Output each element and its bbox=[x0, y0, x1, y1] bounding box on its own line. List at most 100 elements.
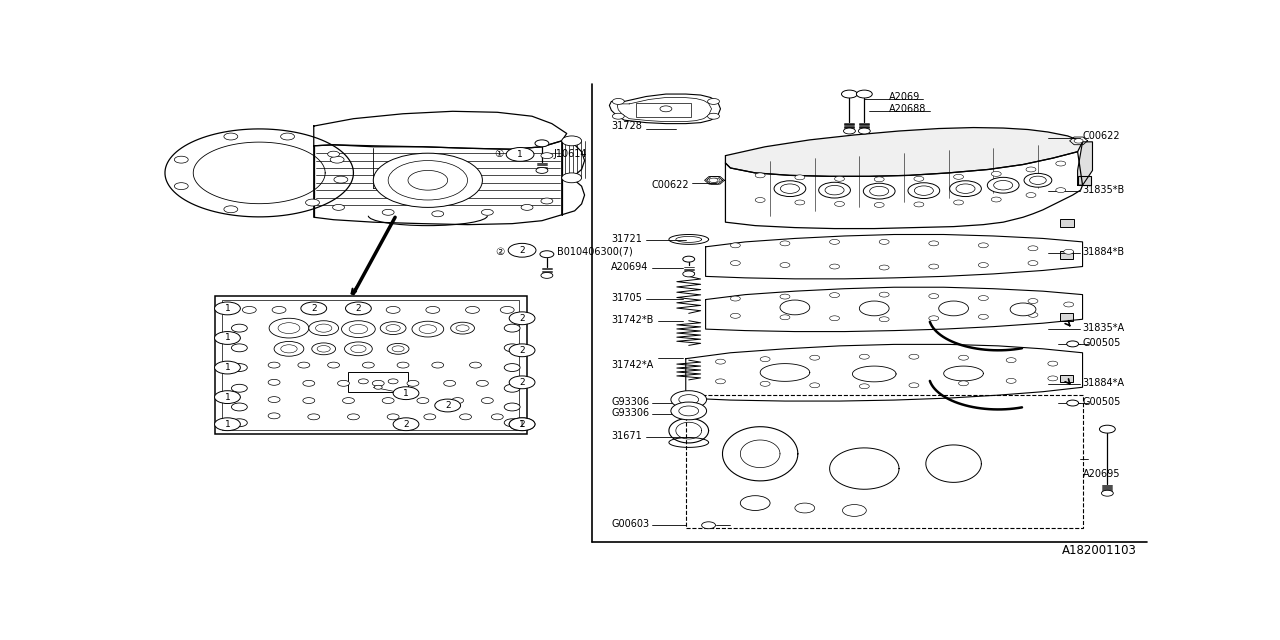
Circle shape bbox=[914, 186, 933, 195]
Circle shape bbox=[842, 504, 867, 516]
Circle shape bbox=[224, 206, 238, 212]
Text: 31884*A: 31884*A bbox=[1083, 378, 1125, 388]
Circle shape bbox=[307, 414, 320, 420]
Bar bbox=[686, 395, 1083, 528]
Circle shape bbox=[826, 186, 844, 195]
Circle shape bbox=[612, 99, 625, 104]
Circle shape bbox=[500, 307, 515, 314]
Circle shape bbox=[344, 342, 372, 356]
Text: 1: 1 bbox=[224, 392, 230, 402]
Text: A20694: A20694 bbox=[612, 262, 649, 271]
Text: 1: 1 bbox=[517, 150, 524, 159]
Circle shape bbox=[678, 406, 699, 416]
Circle shape bbox=[1048, 361, 1057, 366]
Circle shape bbox=[1066, 400, 1079, 406]
Circle shape bbox=[978, 262, 988, 268]
Text: 31835*B: 31835*B bbox=[1083, 185, 1125, 195]
Circle shape bbox=[780, 262, 790, 268]
Polygon shape bbox=[1078, 142, 1093, 185]
Text: G00505: G00505 bbox=[1083, 338, 1121, 348]
Circle shape bbox=[993, 180, 1012, 190]
Circle shape bbox=[242, 307, 256, 314]
Text: A20688: A20688 bbox=[890, 104, 927, 114]
Circle shape bbox=[1010, 303, 1036, 316]
Circle shape bbox=[541, 153, 553, 159]
Text: 2: 2 bbox=[311, 304, 316, 313]
Circle shape bbox=[444, 380, 456, 387]
Text: 1: 1 bbox=[403, 388, 408, 397]
Circle shape bbox=[1064, 302, 1074, 307]
Text: 2: 2 bbox=[445, 401, 451, 410]
Circle shape bbox=[954, 174, 964, 179]
Circle shape bbox=[731, 314, 740, 318]
Circle shape bbox=[334, 176, 348, 183]
Circle shape bbox=[232, 419, 247, 427]
Circle shape bbox=[426, 307, 440, 314]
Circle shape bbox=[1056, 188, 1066, 193]
Circle shape bbox=[330, 156, 344, 163]
Polygon shape bbox=[726, 127, 1083, 177]
Circle shape bbox=[509, 312, 535, 324]
Circle shape bbox=[460, 414, 471, 420]
Circle shape bbox=[504, 384, 520, 392]
Circle shape bbox=[392, 346, 404, 352]
Circle shape bbox=[174, 182, 188, 189]
Circle shape bbox=[312, 343, 335, 355]
Text: 2: 2 bbox=[520, 246, 525, 255]
Circle shape bbox=[844, 128, 855, 134]
Circle shape bbox=[308, 321, 338, 335]
Circle shape bbox=[535, 140, 549, 147]
Circle shape bbox=[678, 395, 699, 404]
Bar bbox=[1060, 376, 1073, 382]
Circle shape bbox=[709, 178, 718, 182]
Circle shape bbox=[452, 397, 463, 404]
Circle shape bbox=[232, 364, 247, 371]
Circle shape bbox=[351, 345, 366, 353]
Text: 31835*A: 31835*A bbox=[1083, 323, 1125, 333]
Circle shape bbox=[1100, 425, 1115, 433]
Circle shape bbox=[306, 199, 320, 206]
Circle shape bbox=[346, 302, 371, 315]
Circle shape bbox=[956, 184, 975, 193]
Circle shape bbox=[1028, 298, 1038, 303]
Circle shape bbox=[481, 397, 493, 404]
Circle shape bbox=[991, 172, 1001, 177]
Circle shape bbox=[268, 380, 280, 385]
Circle shape bbox=[358, 379, 369, 384]
Polygon shape bbox=[705, 287, 1083, 332]
Circle shape bbox=[504, 324, 520, 332]
Text: J10614: J10614 bbox=[554, 149, 588, 159]
Circle shape bbox=[909, 355, 919, 359]
Circle shape bbox=[456, 325, 468, 332]
Text: 31728: 31728 bbox=[612, 121, 643, 131]
Circle shape bbox=[388, 379, 398, 384]
Circle shape bbox=[383, 397, 394, 404]
Circle shape bbox=[362, 362, 374, 368]
Circle shape bbox=[492, 414, 503, 420]
Circle shape bbox=[451, 322, 475, 334]
Circle shape bbox=[740, 495, 771, 511]
Circle shape bbox=[343, 397, 355, 404]
Circle shape bbox=[1029, 176, 1046, 184]
Circle shape bbox=[333, 204, 344, 211]
Circle shape bbox=[755, 173, 765, 178]
Text: 31705: 31705 bbox=[612, 292, 643, 303]
Circle shape bbox=[388, 161, 467, 200]
Circle shape bbox=[671, 402, 707, 420]
Circle shape bbox=[991, 197, 1001, 202]
Circle shape bbox=[731, 296, 740, 301]
Circle shape bbox=[541, 198, 553, 204]
Text: G93306: G93306 bbox=[612, 408, 649, 418]
Circle shape bbox=[387, 344, 410, 355]
Circle shape bbox=[612, 113, 625, 119]
Circle shape bbox=[476, 380, 489, 387]
Polygon shape bbox=[726, 152, 1083, 228]
Circle shape bbox=[536, 168, 548, 173]
Circle shape bbox=[274, 341, 303, 356]
Circle shape bbox=[328, 362, 339, 368]
Circle shape bbox=[959, 355, 969, 360]
Circle shape bbox=[481, 209, 493, 215]
Text: 31671: 31671 bbox=[612, 431, 643, 440]
Circle shape bbox=[987, 177, 1019, 193]
Circle shape bbox=[215, 302, 241, 315]
